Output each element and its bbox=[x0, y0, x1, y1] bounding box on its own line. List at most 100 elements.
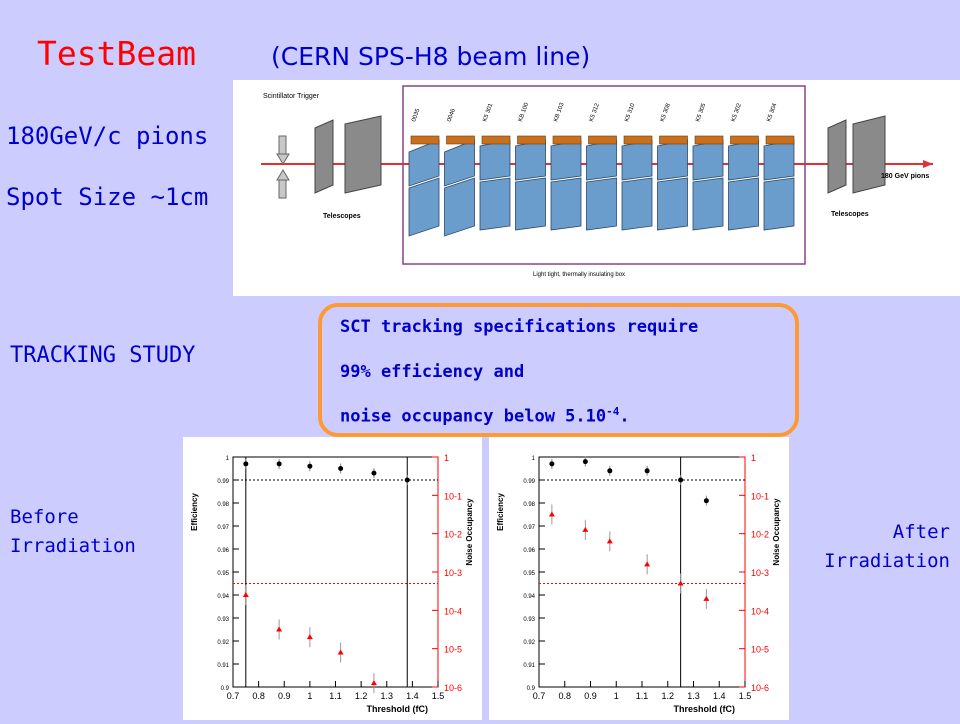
x-tick-label: 0.7 bbox=[533, 691, 546, 701]
y2-tick-label: 10-1 bbox=[751, 491, 769, 501]
module-sensor-bottom bbox=[408, 177, 440, 237]
y-tick-label: 0.92 bbox=[217, 640, 229, 646]
efficiency-plot-before-svg: 0.7 0.8 0.9 1 1.1 1.2 1.3 1.4 1.50.90.910.920.93… bbox=[190, 453, 474, 714]
efficiency-point bbox=[607, 468, 613, 474]
y-axis-label: Efficiency bbox=[496, 493, 505, 531]
beam-arrow bbox=[923, 160, 933, 168]
noise-point bbox=[644, 561, 651, 567]
y-tick-label: 0.99 bbox=[523, 479, 535, 485]
telescope-right-label: Telescopes bbox=[831, 211, 869, 218]
noise-point bbox=[606, 538, 613, 544]
x-tick-label: 1.3 bbox=[380, 691, 393, 701]
telescope-left-label: Telescopes bbox=[323, 213, 361, 220]
module-hybrid bbox=[730, 135, 759, 145]
y-tick-label: 0.95 bbox=[217, 571, 229, 577]
insulating-box bbox=[402, 85, 806, 265]
module-label: K5 310 bbox=[624, 102, 636, 123]
y2-tick-label: 10-5 bbox=[751, 645, 769, 655]
y2-tick-label: 10-6 bbox=[444, 683, 462, 693]
slide-subtitle: (CERN SPS-H8 beam line) bbox=[271, 42, 591, 71]
x-tick-label: 0.9 bbox=[278, 691, 291, 701]
module-hybrid bbox=[694, 135, 724, 145]
module-hybrid bbox=[410, 135, 440, 145]
spec-line-3-exponent: -4 bbox=[606, 405, 620, 418]
module-label: K5 312 bbox=[589, 102, 601, 123]
module-sensor-bottom bbox=[550, 177, 582, 231]
module-label: K5 308 bbox=[660, 102, 672, 123]
module-label: K5 302 bbox=[731, 102, 743, 123]
module-label: K5 305 bbox=[695, 102, 707, 123]
telescope-left-2 bbox=[344, 115, 382, 194]
y-tick-label: 0.9 bbox=[527, 686, 536, 692]
y2-tick-label: 1 bbox=[444, 453, 449, 463]
x-tick-label: 1 bbox=[614, 691, 619, 701]
module-sensor-top bbox=[692, 139, 724, 181]
before-irradiation-label: Before Irradiation bbox=[10, 503, 136, 561]
module-sensor-top bbox=[763, 139, 795, 181]
x-tick-label: 1.4 bbox=[406, 691, 419, 701]
y2-tick-label: 10-4 bbox=[444, 606, 462, 616]
y2-tick-label: 10-2 bbox=[444, 530, 462, 540]
y2-axis-label: Noise Occupancy bbox=[772, 498, 781, 566]
x-tick-label: 1.2 bbox=[355, 691, 368, 701]
x-axis-label: Threshold (fC) bbox=[674, 704, 736, 714]
telescope-right-2 bbox=[852, 115, 886, 194]
module-sensor-top bbox=[515, 139, 546, 181]
y2-tick-label: 10-2 bbox=[751, 530, 769, 540]
telescope-left-1 bbox=[314, 119, 334, 194]
efficiency-point bbox=[644, 468, 650, 474]
noise-point bbox=[548, 511, 555, 517]
module-hybrid bbox=[765, 135, 795, 145]
module-sensor-top bbox=[657, 139, 688, 181]
spec-line-3-prefix: noise occupancy below 5.10 bbox=[340, 406, 607, 427]
efficiency-point bbox=[549, 461, 555, 467]
spot-size-label: Spot Size ~1cm bbox=[6, 183, 209, 211]
scintillator-bottom bbox=[278, 179, 287, 199]
noise-point bbox=[582, 526, 589, 532]
efficiency-point bbox=[307, 463, 313, 469]
y-tick-label: 1 bbox=[532, 456, 536, 462]
spec-line-1: SCT tracking specifications require bbox=[340, 317, 699, 337]
x-tick-label: 1.1 bbox=[329, 691, 342, 701]
after-label-line-1: After bbox=[892, 521, 950, 543]
x-tick-label: 0.7 bbox=[227, 691, 240, 701]
y-tick-label: 0.93 bbox=[217, 617, 229, 623]
module-sensor-bottom bbox=[515, 177, 546, 231]
module-label: K5 304 bbox=[766, 102, 778, 123]
y-tick-label: 0.9 bbox=[221, 686, 230, 692]
scintillator-top bbox=[278, 135, 287, 155]
y-tick-label: 0.91 bbox=[523, 663, 535, 669]
module-hybrid bbox=[517, 135, 546, 145]
efficiency-point bbox=[276, 461, 282, 467]
module-hybrid bbox=[552, 135, 582, 145]
noise-point bbox=[677, 580, 684, 586]
after-label-line-2: Irradiation bbox=[824, 550, 950, 572]
box-label: Light tight, thermally insulating box bbox=[533, 272, 625, 278]
module-label: K5 301 bbox=[482, 102, 494, 123]
noise-point bbox=[337, 649, 344, 655]
efficiency-plot-before: 0.7 0.8 0.9 1 1.1 1.2 1.3 1.4 1.5 0.9 0.91 0.92 0.93… bbox=[183, 437, 482, 720]
x-tick-label: 0.9 bbox=[584, 691, 597, 701]
beam-setup-diagram: Scintillator Trigger Telescopes Light ti… bbox=[233, 80, 960, 296]
efficiency-point bbox=[678, 477, 684, 483]
tracking-study-label: TRACKING STUDY bbox=[10, 343, 196, 368]
y-tick-label: 0.97 bbox=[217, 525, 229, 531]
efficiency-point bbox=[371, 470, 377, 476]
module-sensor-top bbox=[586, 139, 617, 181]
x-tick-label: 1 bbox=[307, 691, 312, 701]
y-tick-label: 0.95 bbox=[523, 571, 535, 577]
noise-point bbox=[242, 592, 249, 597]
efficiency-point bbox=[338, 466, 344, 471]
y-tick-label: 0.94 bbox=[523, 594, 535, 600]
y-tick-label: 0.94 bbox=[217, 594, 229, 600]
scintillator-bottom-tip bbox=[276, 169, 290, 181]
y2-tick-label: 10-3 bbox=[751, 568, 769, 578]
spec-line-3: noise occupancy below 5.10-4. bbox=[340, 405, 630, 427]
module-label: KB 103 bbox=[553, 102, 566, 123]
module-label: KB 100 bbox=[518, 102, 531, 123]
before-label-line-1: Before bbox=[10, 506, 79, 528]
y-tick-label: 0.98 bbox=[523, 502, 535, 508]
scintillator-label: Scintillator Trigger bbox=[263, 93, 320, 100]
x-tick-label: 1.3 bbox=[687, 691, 700, 701]
module-sensor-bottom bbox=[586, 177, 617, 231]
